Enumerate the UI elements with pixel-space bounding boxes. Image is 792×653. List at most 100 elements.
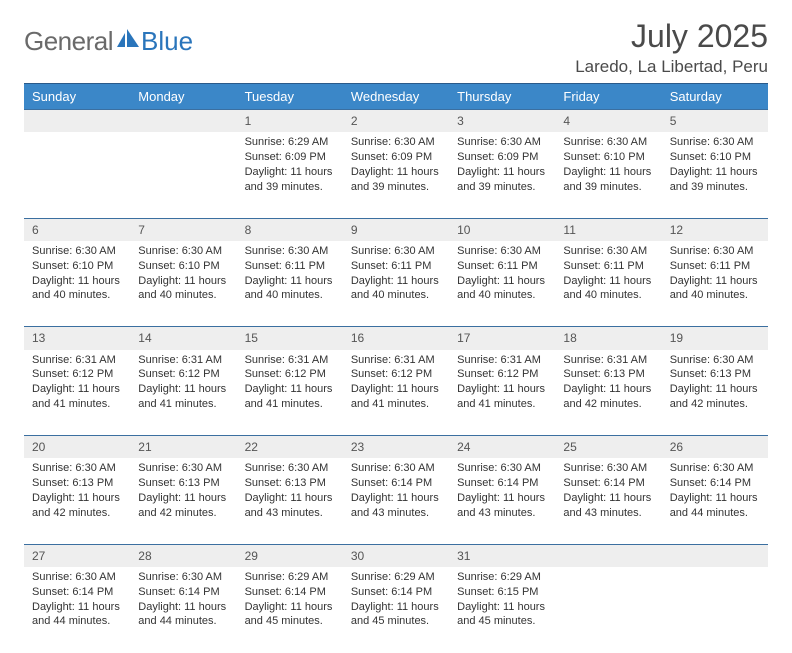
- daylight-text: Daylight: 11 hours and 42 minutes.: [138, 491, 228, 521]
- sunrise-text: Sunrise: 6:30 AM: [32, 461, 122, 476]
- daylight-text: Daylight: 11 hours and 40 minutes.: [457, 274, 547, 304]
- day-number-row: 2728293031: [24, 544, 768, 567]
- daylight-text: Daylight: 11 hours and 41 minutes.: [138, 382, 228, 412]
- day-number-row: 12345: [24, 110, 768, 133]
- daylight-text: Daylight: 11 hours and 40 minutes.: [138, 274, 228, 304]
- day-number-cell: 12: [662, 218, 768, 241]
- sunrise-text: Sunrise: 6:31 AM: [245, 353, 335, 368]
- sunrise-text: Sunrise: 6:31 AM: [351, 353, 441, 368]
- day-cell: Sunrise: 6:30 AMSunset: 6:11 PMDaylight:…: [343, 241, 449, 327]
- sunset-text: Sunset: 6:09 PM: [457, 150, 547, 165]
- calendar-body: 12345 Sunrise: 6:29 AM Sunset: 6:09 PM Dayl…: [24, 110, 768, 653]
- day-number-cell: 2: [343, 110, 449, 133]
- sunrise-text: Sunrise: 6:29 AM: [245, 570, 335, 585]
- day-number-cell: 10: [449, 218, 555, 241]
- day-number-cell: 13: [24, 327, 130, 350]
- day-content-row: Sunrise: 6:30 AMSunset: 6:13 PMDaylight:…: [24, 458, 768, 544]
- day-number-cell: 3: [449, 110, 555, 133]
- daylight-text: Daylight: 11 hours and 43 minutes.: [563, 491, 653, 521]
- day-cell: [662, 567, 768, 653]
- daylight-text: Daylight: 11 hours and 39 minutes.: [351, 165, 441, 195]
- day-cell: Sunrise: 6:30 AMSunset: 6:14 PMDaylight:…: [343, 458, 449, 544]
- day-number-cell: [24, 110, 130, 133]
- location: Laredo, La Libertad, Peru: [575, 57, 768, 77]
- sunrise-text: Sunrise: 6:29 AM: [457, 570, 547, 585]
- sunrise-text: Sunrise: 6:29 AM: [245, 135, 335, 150]
- day-number-cell: [130, 110, 236, 133]
- daylight-text: Daylight: 11 hours and 43 minutes.: [351, 491, 441, 521]
- calendar-table: Sunday Monday Tuesday Wednesday Thursday…: [24, 83, 768, 653]
- sunrise-text: Sunrise: 6:30 AM: [563, 135, 653, 150]
- sunset-text: Sunset: 6:13 PM: [670, 367, 760, 382]
- sunrise-text: Sunrise: 6:30 AM: [670, 244, 760, 259]
- daylight-text: Daylight: 11 hours and 42 minutes.: [670, 382, 760, 412]
- sunrise-text: Sunrise: 6:30 AM: [457, 135, 547, 150]
- sunrise-text: Sunrise: 6:30 AM: [245, 461, 335, 476]
- day-cell: Sunrise: 6:30 AMSunset: 6:11 PMDaylight:…: [237, 241, 343, 327]
- sunrise-text: Sunrise: 6:31 AM: [457, 353, 547, 368]
- day-content-row: Sunrise: 6:29 AM Sunset: 6:09 PM Daylight:…: [24, 132, 768, 218]
- day-content-row: Sunrise: 6:30 AMSunset: 6:14 PMDaylight:…: [24, 567, 768, 653]
- day-cell-body: Sunrise: 6:29 AMSunset: 6:14 PMDaylight:…: [237, 567, 343, 635]
- sunset-text: Sunset: 6:14 PM: [457, 476, 547, 491]
- sunset-text: Sunset: 6:11 PM: [351, 259, 441, 274]
- day-cell-body: Sunrise: 6:31 AMSunset: 6:12 PMDaylight:…: [130, 350, 236, 418]
- day-number-cell: 27: [24, 544, 130, 567]
- sunrise-text: Sunrise: 6:30 AM: [563, 244, 653, 259]
- day-number-cell: 8: [237, 218, 343, 241]
- day-cell: Sunrise: 6:31 AMSunset: 6:12 PMDaylight:…: [449, 350, 555, 436]
- sails-icon: [115, 29, 141, 54]
- day-number-cell: 21: [130, 436, 236, 459]
- sunset-text: Sunset: 6:11 PM: [245, 259, 335, 274]
- day-number-cell: 29: [237, 544, 343, 567]
- day-cell-body: Sunrise: 6:30 AMSunset: 6:09 PMDaylight:…: [449, 132, 555, 200]
- sunset-text: Sunset: 6:14 PM: [563, 476, 653, 491]
- day-cell: Sunrise: 6:30 AMSunset: 6:10 PMDaylight:…: [130, 241, 236, 327]
- sunset-text: Sunset: 6:10 PM: [670, 150, 760, 165]
- weekday-header: Thursday: [449, 84, 555, 110]
- day-number-cell: 31: [449, 544, 555, 567]
- day-cell-body: Sunrise: 6:30 AMSunset: 6:13 PMDaylight:…: [24, 458, 130, 526]
- sunrise-text: Sunrise: 6:30 AM: [670, 461, 760, 476]
- day-cell: Sunrise: 6:30 AMSunset: 6:13 PMDaylight:…: [130, 458, 236, 544]
- sunrise-text: Sunrise: 6:30 AM: [138, 570, 228, 585]
- day-cell-body: Sunrise: 6:30 AMSunset: 6:14 PMDaylight:…: [555, 458, 661, 526]
- sunrise-text: Sunrise: 6:30 AM: [138, 461, 228, 476]
- day-number-cell: 24: [449, 436, 555, 459]
- day-number-cell: [662, 544, 768, 567]
- sunset-text: Sunset: 6:10 PM: [138, 259, 228, 274]
- day-cell: Sunrise: 6:30 AMSunset: 6:11 PMDaylight:…: [555, 241, 661, 327]
- daylight-text: Daylight: 11 hours and 39 minutes.: [563, 165, 653, 195]
- day-cell: Sunrise: 6:30 AMSunset: 6:13 PMDaylight:…: [662, 350, 768, 436]
- day-cell-body: Sunrise: 6:30 AMSunset: 6:13 PMDaylight:…: [662, 350, 768, 418]
- sunrise-text: Sunrise: 6:30 AM: [138, 244, 228, 259]
- day-cell-body: Sunrise: 6:30 AMSunset: 6:14 PMDaylight:…: [662, 458, 768, 526]
- daylight-text: Daylight: 11 hours and 41 minutes.: [457, 382, 547, 412]
- daylight-text: Daylight: 11 hours and 41 minutes.: [32, 382, 122, 412]
- day-number-cell: 14: [130, 327, 236, 350]
- day-cell-body: Sunrise: 6:30 AMSunset: 6:14 PMDaylight:…: [449, 458, 555, 526]
- daylight-text: Daylight: 11 hours and 43 minutes.: [457, 491, 547, 521]
- daylight-text: Daylight: 11 hours and 40 minutes.: [563, 274, 653, 304]
- day-cell-body: Sunrise: 6:31 AMSunset: 6:12 PMDaylight:…: [449, 350, 555, 418]
- month-title: July 2025: [575, 18, 768, 55]
- daylight-text: Daylight: 11 hours and 44 minutes.: [32, 600, 122, 630]
- day-cell-body: Sunrise: 6:30 AMSunset: 6:11 PMDaylight:…: [662, 241, 768, 309]
- sunset-text: Sunset: 6:14 PM: [351, 585, 441, 600]
- day-cell-body: Sunrise: 6:30 AMSunset: 6:10 PMDaylight:…: [130, 241, 236, 309]
- day-cell: [555, 567, 661, 653]
- day-number-cell: 23: [343, 436, 449, 459]
- sunset-text: Sunset: 6:12 PM: [32, 367, 122, 382]
- day-cell-body: Sunrise: 6:30 AMSunset: 6:13 PMDaylight:…: [130, 458, 236, 526]
- sunset-text: Sunset: 6:14 PM: [32, 585, 122, 600]
- day-number-cell: 20: [24, 436, 130, 459]
- day-cell-body: Sunrise: 6:30 AMSunset: 6:14 PMDaylight:…: [343, 458, 449, 526]
- day-cell: Sunrise: 6:29 AMSunset: 6:14 PMDaylight:…: [343, 567, 449, 653]
- sunset-text: Sunset: 6:15 PM: [457, 585, 547, 600]
- sunset-text: Sunset: 6:14 PM: [245, 585, 335, 600]
- title-block: July 2025 Laredo, La Libertad, Peru: [575, 18, 768, 77]
- day-cell: Sunrise: 6:30 AMSunset: 6:11 PMDaylight:…: [662, 241, 768, 327]
- day-cell-body: Sunrise: 6:31 AMSunset: 6:12 PMDaylight:…: [237, 350, 343, 418]
- day-cell: Sunrise: 6:30 AMSunset: 6:10 PMDaylight:…: [555, 132, 661, 218]
- day-cell-body: Sunrise: 6:31 AMSunset: 6:13 PMDaylight:…: [555, 350, 661, 418]
